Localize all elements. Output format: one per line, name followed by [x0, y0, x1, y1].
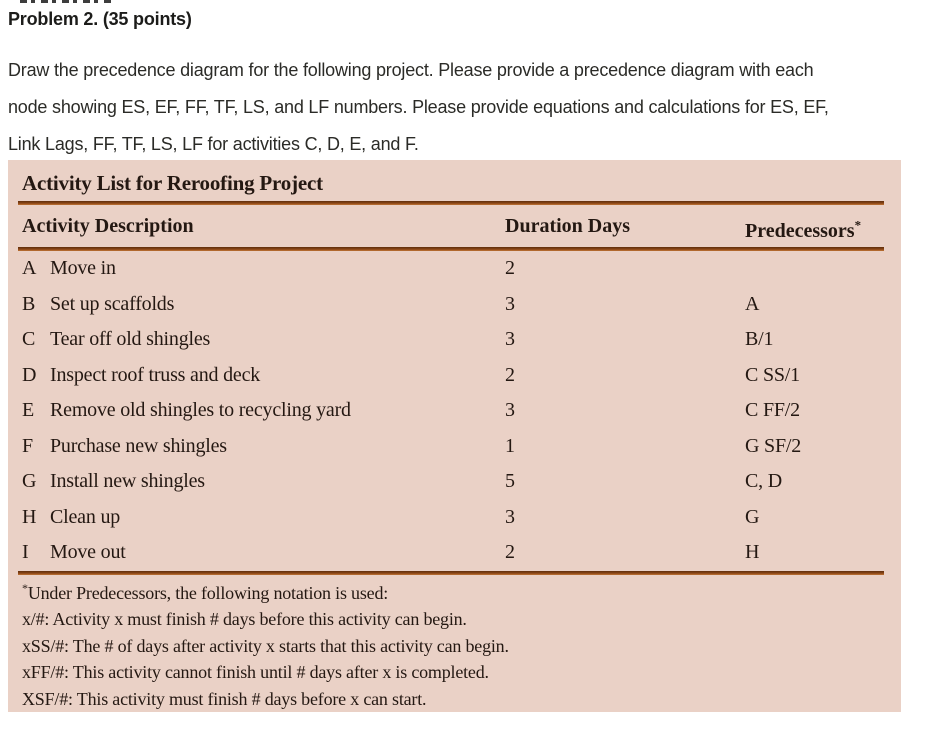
duration-value: 3 [505, 399, 515, 422]
duration-value: 2 [505, 363, 515, 386]
footnote-line: xSS/#: The # of days after activity x st… [22, 635, 509, 656]
activity-letter: E [22, 399, 35, 422]
activity-description: Clean up [50, 505, 121, 528]
predecessor-value: G [745, 505, 760, 528]
table-header-row: Activity Description Duration Days Prede… [22, 205, 884, 247]
table-row: F Purchase new shingles 1 G SF/2 [22, 429, 884, 465]
predecessor-value: G SF/2 [745, 434, 802, 457]
predecessor-value: C, D [745, 470, 782, 493]
duration-value: 2 [505, 541, 515, 564]
activity-letter: G [22, 470, 37, 493]
problem-statement-line: node showing ES, EF, FF, TF, LS, and LF … [8, 97, 829, 117]
footnote-asterisk: * [22, 580, 28, 595]
table-footnote: *Under Predecessors, the following notat… [18, 575, 901, 713]
table-row: A Move in 2 [22, 251, 884, 287]
problem-heading: Problem 2. (35 points) [8, 9, 192, 29]
table-rule-bottom [18, 570, 884, 575]
activity-description: Remove old shingles to recycling yard [50, 399, 351, 422]
activity-description: Install new shingles [50, 470, 205, 493]
predecessor-value: C FF/2 [745, 399, 800, 422]
activity-letter: D [22, 363, 37, 386]
activity-description: Purchase new shingles [50, 434, 227, 457]
duration-value: 3 [505, 328, 515, 351]
table-row: G Install new shingles 5 C, D [22, 464, 884, 500]
column-header-activity-description: Activity Description [22, 214, 194, 237]
predecessor-value: H [745, 541, 760, 564]
activity-description: Inspect roof truss and deck [50, 363, 261, 386]
predecessor-value: C SS/1 [745, 363, 800, 386]
footnote-line: xFF/#: This activity cannot finish until… [22, 662, 489, 682]
footnote-line: XSF/#: This activity must finish # days … [22, 688, 427, 709]
predecessor-value: A [745, 292, 760, 315]
duration-value: 3 [505, 292, 515, 315]
activity-description: Tear off old shingles [50, 328, 211, 351]
table-row: E Remove old shingles to recycling yard … [22, 393, 884, 429]
duration-value: 3 [505, 505, 515, 528]
activity-letter: F [22, 434, 33, 457]
table-body: A Move in 2 B Set up scaffolds 3 A C Tea… [18, 251, 901, 571]
problem-statement-line: Draw the precedence diagram for the foll… [8, 60, 814, 80]
table-row: H Clean up 3 G [22, 500, 884, 536]
predecessors-asterisk: * [854, 216, 862, 232]
table-row: I Move out 2 H [22, 535, 884, 571]
activity-letter: H [22, 505, 37, 528]
cropped-text-artifact [20, 0, 112, 3]
activity-description: Move in [50, 257, 116, 280]
problem-statement-line: Link Lags, FF, TF, LS, LF for activities… [8, 134, 419, 154]
predecessors-label: Predecessors [745, 219, 855, 242]
table-row: C Tear off old shingles 3 B/1 [22, 322, 884, 358]
table-row: B Set up scaffolds 3 A [22, 287, 884, 323]
activity-letter: A [22, 257, 37, 280]
problem-statement: Draw the precedence diagram for the foll… [8, 52, 932, 163]
activity-letter: B [22, 292, 36, 315]
table-rule-header [18, 247, 884, 251]
footnote-line: x/#: Activity x must finish # days befor… [22, 609, 467, 629]
activity-description: Set up scaffolds [50, 292, 175, 315]
column-header-duration-days: Duration Days [505, 214, 631, 237]
activity-letter: C [22, 328, 36, 351]
footnote-text: Under Predecessors, the following notati… [27, 582, 389, 603]
activity-description: Move out [50, 541, 126, 564]
duration-value: 1 [505, 434, 515, 457]
predecessor-value: B/1 [745, 328, 774, 351]
footnote-line: *Under Predecessors, the following notat… [22, 580, 901, 607]
table-row: D Inspect roof truss and deck 2 C SS/1 [22, 358, 884, 394]
table-rule-top [18, 201, 884, 205]
duration-value: 2 [505, 257, 515, 280]
column-header-predecessors: Predecessors* [745, 216, 888, 243]
activity-letter: I [22, 541, 29, 564]
activity-table-panel: Activity List for Reroofing Project Acti… [8, 160, 901, 712]
table-title: Activity List for Reroofing Project [22, 171, 323, 195]
duration-value: 5 [505, 470, 515, 493]
